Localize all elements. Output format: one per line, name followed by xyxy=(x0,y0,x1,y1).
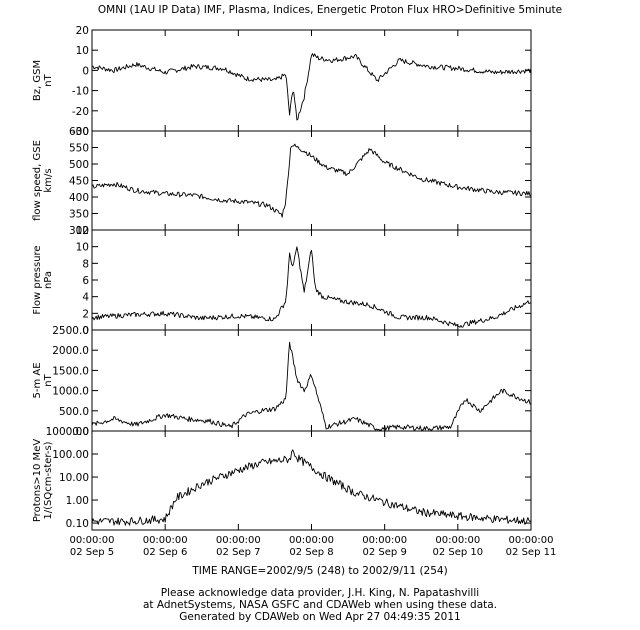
panel-4-ytick-label: 2000.0 xyxy=(52,345,89,357)
panel-3-ytick-label: 2 xyxy=(82,308,89,320)
panel-4-ytick-label: 2500.0 xyxy=(52,325,89,337)
panel-4-ytick-label: 1500.0 xyxy=(52,365,89,377)
panel-1-frame xyxy=(91,29,532,132)
panel-1-ytick-label: 0 xyxy=(82,65,89,77)
x-tick-time-label: 00:00:00 xyxy=(509,535,554,546)
panel-3-ylabel: nPa xyxy=(43,271,54,289)
panel-5-ylabel: 1/(SQcm-ster-s) xyxy=(43,441,54,519)
panel-3-ytick-label: 12 xyxy=(76,225,89,237)
panel-4-trace xyxy=(91,341,532,431)
panel-3-ytick-label: 6 xyxy=(82,275,89,287)
panel-3-ytick-label: 10 xyxy=(76,242,89,254)
panel-4-ylabel: 5-m AE xyxy=(32,362,43,398)
panel-2-ytick-label: 550 xyxy=(69,143,89,155)
x-tick-date-label: 02 Sep 5 xyxy=(70,547,114,558)
panel-1-trace xyxy=(91,53,532,121)
panel-1-ylabel: Bz, GSM xyxy=(32,60,43,101)
time-range-label: TIME RANGE=2002/9/5 (248) to 2002/9/11 (… xyxy=(191,565,447,577)
x-tick-time-label: 00:00:00 xyxy=(435,535,480,546)
panel-2-ytick-label: 350 xyxy=(69,209,89,221)
panel-1-ytick-label: 20 xyxy=(76,25,89,37)
panel-2-ytick-label: 400 xyxy=(69,192,89,204)
x-tick-time-label: 00:00:00 xyxy=(289,535,334,546)
panel-5-ytick-label: 1.00 xyxy=(66,495,89,507)
x-tick-date-label: 02 Sep 9 xyxy=(363,547,407,558)
panel-5-ytick-label: 100.00 xyxy=(52,449,89,461)
panel-1-ytick-label: -20 xyxy=(72,106,89,118)
chart-title: OMNI (1AU IP Data) IMF, Plasma, Indices,… xyxy=(98,4,562,16)
footer-line-2: at AdnetSystems, NASA GSFC and CDAWeb wh… xyxy=(143,599,497,611)
panel-5-trace xyxy=(91,449,532,526)
panel-5-ytick-label: 0.10 xyxy=(66,518,89,530)
x-tick-date-label: 02 Sep 11 xyxy=(506,547,557,558)
panel-5-frame xyxy=(91,430,532,531)
panel-3-trace xyxy=(91,246,532,328)
panel-2: 300 350 400 450 500 550 600 flow speed, GSE km/s xyxy=(32,126,532,237)
panel-3-ytick-label: 0 xyxy=(82,325,89,337)
panel-4-ylabel: nT xyxy=(43,373,54,386)
panel-2-ylabel: km/s xyxy=(43,168,54,192)
panel-3-ytick-label: 8 xyxy=(82,258,89,270)
x-tick-date-label: 02 Sep 8 xyxy=(289,547,333,558)
panel-2-frame xyxy=(91,130,532,231)
panel-5-ylabel: Protons>10 MeV xyxy=(32,439,43,523)
panel-2-ytick-label: 450 xyxy=(69,176,89,188)
x-tick-date-label: 02 Sep 6 xyxy=(143,547,187,558)
panel-1-ylabel: nT xyxy=(43,73,54,86)
panel-4-ytick-label: 1000.0 xyxy=(52,386,89,398)
panel-4: 0.0 500.0 1000.0 1500.0 2000.0 2500.0 5-m AE nT xyxy=(32,325,532,438)
x-tick-time-label: 00:00:00 xyxy=(362,535,407,546)
panel-5-ytick-label: 1000.00 xyxy=(46,426,89,438)
panel-2-ytick-label: 500 xyxy=(69,159,89,171)
panel-1-ytick-label: 10 xyxy=(76,45,89,57)
panel-2-ytick-label: 600 xyxy=(69,126,89,138)
x-tick-time-label: 00:00:00 xyxy=(143,535,188,546)
x-tick-date-label: 02 Sep 10 xyxy=(433,547,484,558)
panel-1: -30 -20 -10 0 10 20 Bz, GSM nT xyxy=(32,25,532,138)
footer-line-3: Generated by CDAWeb on Wed Apr 27 04:49:… xyxy=(179,611,460,623)
panel-4-ytick-label: 0.0 xyxy=(72,426,89,438)
x-tick-time-label: 00:00:00 xyxy=(216,535,261,546)
panel-1-ytick-label: -30 xyxy=(72,126,89,138)
x-tick-time-label: 00:00:00 xyxy=(70,535,115,546)
panel-3-ytick-label: 4 xyxy=(82,292,89,304)
panel-4-ytick-label: 500.0 xyxy=(59,406,89,418)
panel-3: 0 2 4 6 8 10 12 Flow pressure nPa xyxy=(32,225,532,337)
panel-2-ytick-label: 300 xyxy=(69,225,89,237)
panel-3-ylabel: Flow pressure xyxy=(32,245,43,314)
panel-3-frame xyxy=(91,229,532,331)
panel-5-ytick-label: 10.00 xyxy=(59,472,89,484)
panel-2-trace xyxy=(91,143,532,218)
panel-1-ytick-label: -10 xyxy=(72,86,89,98)
panel-2-ylabel: flow speed, GSE xyxy=(32,140,43,221)
x-tick-date-label: 02 Sep 7 xyxy=(216,547,260,558)
footer-line-1: Please acknowledge data provider, J.H. K… xyxy=(161,587,479,599)
